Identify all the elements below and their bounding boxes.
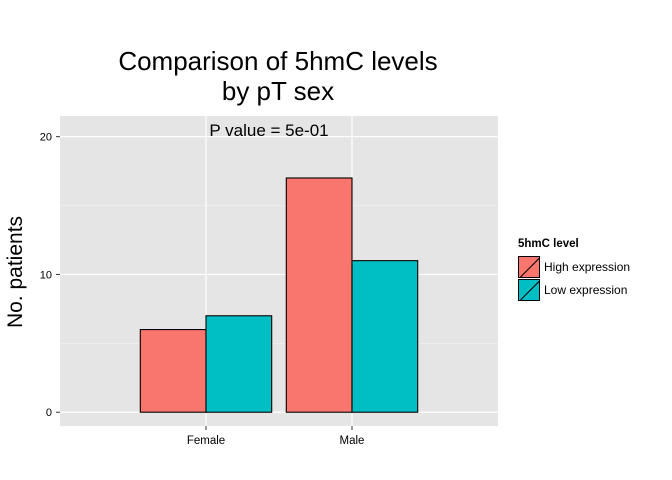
y-tick-label: 20 — [40, 132, 52, 144]
x-tick-label: Male — [340, 435, 365, 447]
p-value-annotation: P value = 5e-01 — [209, 121, 328, 140]
bar-low-expression-female — [205, 315, 273, 413]
chart-title-line-1: Comparison of 5hmC levels — [118, 46, 438, 76]
legend-item-high-expression: High expression — [518, 256, 630, 278]
legend-key-high-expression — [518, 256, 540, 278]
legend-label-low-expression: Low expression — [544, 283, 628, 297]
y-tick-label: 10 — [40, 269, 52, 281]
bar-high-expression-female — [139, 329, 207, 413]
chart-title-line-2: by pT sex — [221, 76, 335, 106]
y-tick-label: 0 — [46, 407, 52, 419]
legend-label-high-expression: High expression — [544, 260, 631, 274]
bar-low-expression-male — [351, 260, 419, 413]
bar-high-expression-male — [285, 177, 353, 413]
legend-title: 5hmC level — [518, 238, 579, 250]
plot-panel — [60, 116, 498, 426]
chart-title: Comparison of 5hmC levels by pT sex — [60, 46, 496, 106]
legend-key-low-expression — [518, 279, 540, 301]
legend-item-low-expression: Low expression — [518, 279, 627, 301]
x-tick-label: Female — [187, 435, 225, 447]
